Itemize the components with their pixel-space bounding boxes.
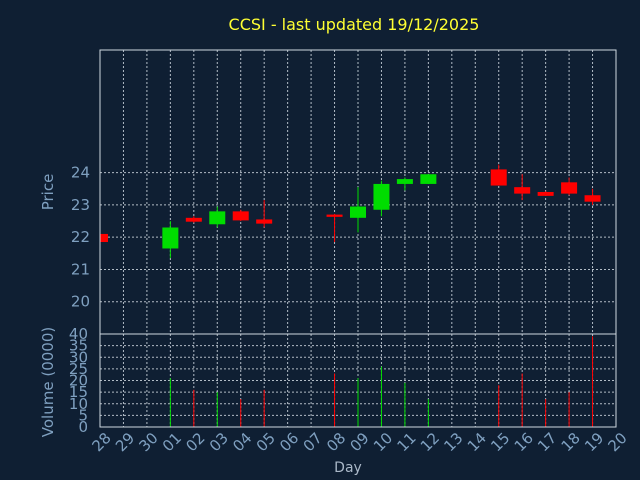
volume-tick-label: 35 (69, 337, 88, 355)
x-tick-label: 04 (229, 429, 255, 455)
candle-body (420, 174, 437, 184)
volume-tick-label: 40 (69, 325, 88, 343)
volume-tick-label: 25 (69, 360, 88, 378)
volume-panel-frame (99, 333, 617, 428)
x-tick-label: 03 (206, 429, 232, 455)
x-tick-label: 01 (159, 429, 185, 455)
candle-body (350, 206, 366, 218)
x-tick-label: 13 (440, 429, 466, 455)
x-tick-label: 07 (300, 429, 326, 455)
candle-body (514, 187, 531, 194)
x-axis-label: Day (334, 460, 362, 476)
x-tick-label: 28 (89, 429, 115, 455)
x-tick-label: 17 (534, 429, 560, 455)
candle-body (209, 211, 226, 225)
x-tick-label: 14 (464, 429, 490, 455)
price-axis-label: Price (39, 174, 57, 211)
candle-body (373, 183, 390, 210)
x-tick-label: 30 (135, 429, 161, 455)
x-tick-label: 09 (347, 429, 373, 455)
volume-tick-label: 30 (69, 348, 88, 366)
x-tick-label: 20 (605, 429, 631, 455)
price-tick-label: 24 (71, 164, 90, 182)
volume-tick-label: 0 (78, 418, 88, 436)
candle-body (100, 233, 108, 243)
x-tick-label: 19 (581, 429, 607, 455)
volume-axis-label: Volume (0000) (39, 327, 57, 437)
x-tick-label: 10 (370, 429, 396, 455)
volume-tick-label: 15 (69, 383, 88, 401)
candle-body (232, 211, 249, 221)
candle-body (490, 169, 507, 186)
x-tick-label: 08 (323, 429, 349, 455)
x-tick-label: 16 (511, 429, 537, 455)
volume-tick-label: 20 (69, 372, 88, 390)
price-tick-label: 20 (71, 293, 90, 311)
candle-body (537, 192, 554, 196)
price-tick-label: 22 (71, 228, 90, 246)
candle-body (326, 214, 343, 217)
x-tick-label: 02 (182, 429, 208, 455)
x-tick-label: 06 (276, 429, 302, 455)
x-tick-label: 12 (417, 429, 443, 455)
candle-body (561, 182, 578, 194)
x-tick-label: 11 (393, 429, 419, 455)
candle-body (162, 227, 179, 249)
chart-title: CCSI - last updated 19/12/2025 (229, 15, 480, 34)
candle-body (396, 179, 413, 184)
candle-body (256, 219, 273, 224)
axes: 2021222324051015202530354028293001020304… (69, 49, 631, 455)
volume-bars (169, 336, 594, 427)
candle-body (584, 195, 601, 202)
x-tick-label: 15 (487, 429, 513, 455)
x-tick-label: 18 (558, 429, 584, 455)
candles (99, 164, 601, 259)
volume-tick-label: 10 (69, 395, 88, 413)
price-tick-label: 23 (71, 196, 90, 214)
volume-tick-label: 5 (78, 406, 88, 424)
x-tick-label: 29 (112, 429, 138, 455)
price-tick-label: 21 (71, 260, 90, 278)
x-tick-label: 05 (253, 429, 279, 455)
candle-body (185, 217, 202, 222)
